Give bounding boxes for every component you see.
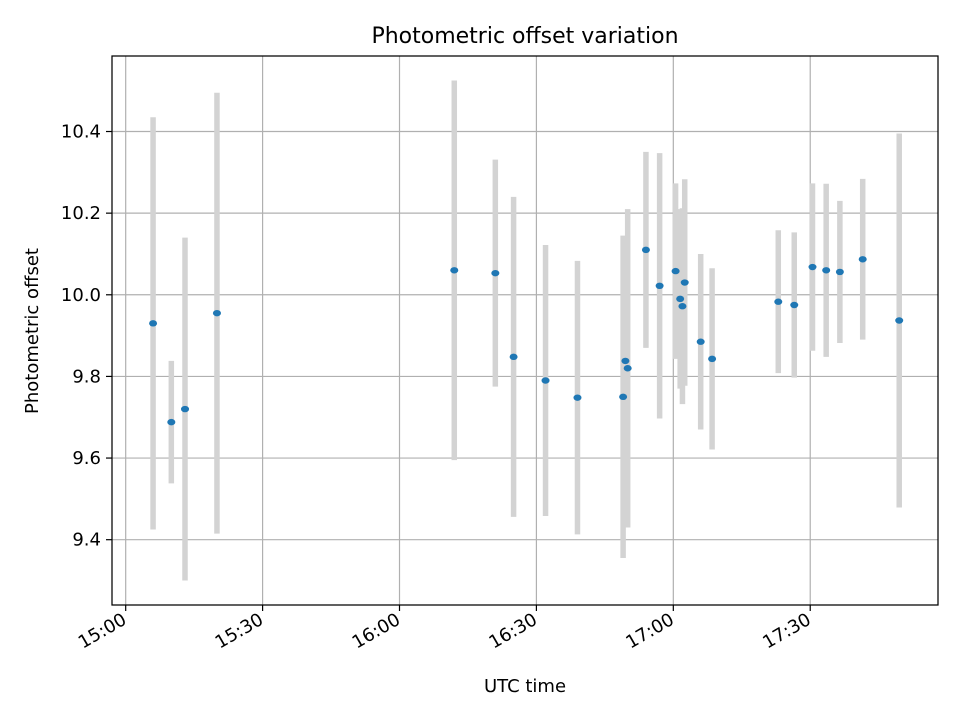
x-tick-label: 16:30 bbox=[485, 609, 540, 653]
data-point bbox=[623, 365, 632, 372]
data-point bbox=[573, 394, 582, 401]
data-point bbox=[167, 418, 176, 426]
plot-frame bbox=[111, 55, 939, 606]
data-point bbox=[858, 256, 867, 263]
y-tick-label: 9.6 bbox=[72, 448, 101, 469]
y-tick-label: 10.2 bbox=[61, 203, 101, 224]
data-point bbox=[680, 279, 689, 286]
data-point bbox=[641, 246, 650, 254]
data-point bbox=[895, 317, 904, 324]
x-axis-label: UTC time bbox=[484, 676, 566, 697]
data-point bbox=[450, 267, 459, 274]
y-axis: 9.4 9.6 9.8 10.0 10.2 10.4 bbox=[61, 122, 112, 551]
data-point bbox=[696, 338, 705, 345]
data-point bbox=[509, 353, 518, 361]
data-point bbox=[212, 309, 221, 317]
data-point bbox=[676, 295, 685, 303]
y-axis-label: Photometric offset bbox=[22, 248, 43, 414]
y-tick-label: 9.4 bbox=[72, 530, 101, 551]
x-axis: 15:00 15:30 16:00 16:30 17:00 17:30 bbox=[75, 605, 815, 653]
data-point bbox=[790, 301, 799, 309]
data-point bbox=[678, 303, 687, 310]
data-point bbox=[671, 267, 680, 275]
data-points bbox=[149, 246, 904, 426]
data-point bbox=[491, 269, 500, 277]
error-bars bbox=[150, 80, 902, 581]
data-point bbox=[774, 298, 783, 305]
x-tick-label: 17:00 bbox=[622, 609, 677, 653]
data-point bbox=[619, 393, 628, 401]
y-tick-label: 10.4 bbox=[61, 122, 101, 143]
y-tick-label: 10.0 bbox=[61, 285, 101, 306]
data-point bbox=[541, 377, 550, 384]
data-point bbox=[835, 268, 844, 276]
x-tick-label: 15:00 bbox=[75, 609, 130, 653]
data-point bbox=[708, 355, 717, 363]
data-point bbox=[655, 282, 664, 290]
x-tick-label: 16:00 bbox=[349, 609, 404, 653]
x-tick-label: 15:30 bbox=[212, 609, 267, 653]
data-point bbox=[621, 357, 630, 365]
data-point bbox=[808, 263, 817, 271]
x-tick-label: 17:30 bbox=[759, 609, 814, 653]
chart-title: Photometric offset variation bbox=[371, 24, 678, 49]
y-tick-label: 9.8 bbox=[72, 366, 101, 387]
data-point bbox=[181, 405, 190, 413]
data-point bbox=[149, 320, 158, 327]
data-point bbox=[822, 267, 831, 274]
